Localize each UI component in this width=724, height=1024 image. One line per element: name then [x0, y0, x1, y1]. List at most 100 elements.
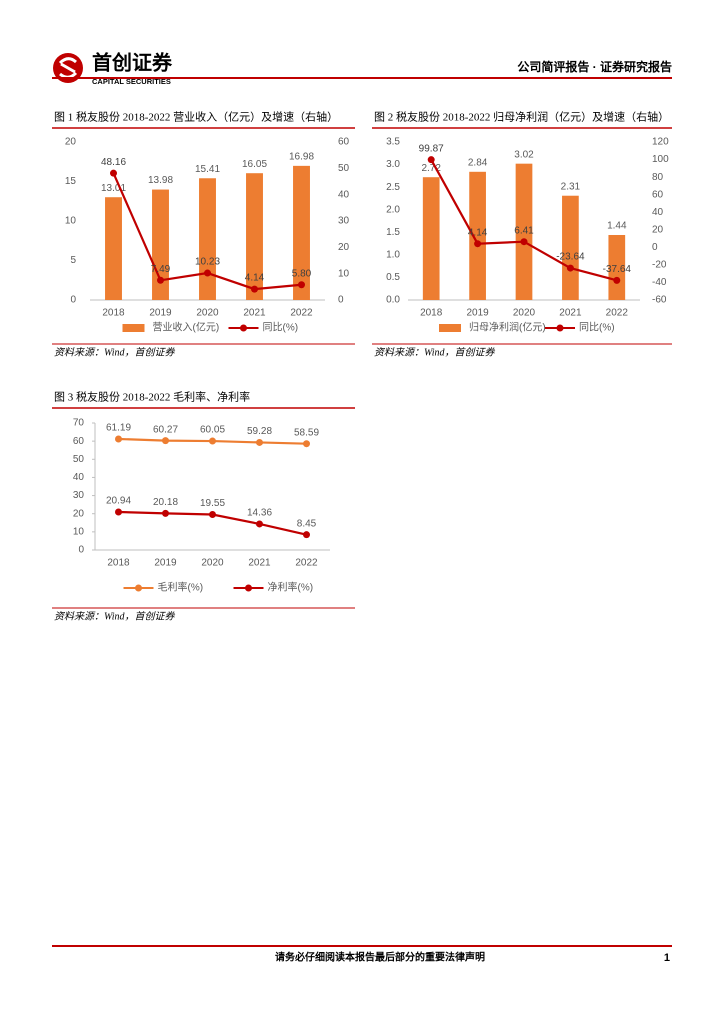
y-tick-label: 0.5	[386, 272, 400, 283]
y2-tick-label: 40	[338, 189, 350, 200]
line-value-label: 4.14	[468, 227, 488, 238]
bar-value-label: 13.98	[148, 175, 173, 186]
y2-tick-label: 10	[338, 268, 350, 279]
y2-tick-label: 0	[338, 295, 344, 306]
y2-tick-label: 50	[338, 163, 350, 174]
line-marker	[566, 264, 574, 272]
bar	[105, 197, 122, 300]
y-tick-label: 3.0	[386, 159, 400, 170]
y2-tick-label: 100	[652, 154, 669, 165]
bar	[562, 195, 579, 300]
x-tick-label: 2022	[295, 558, 318, 569]
legend-label: 净利率(%)	[268, 581, 314, 594]
line-marker	[162, 437, 169, 445]
page-number: 1	[664, 952, 670, 964]
legend-label: 毛利率(%)	[158, 581, 204, 594]
line-marker	[256, 438, 263, 446]
y-tick-label: 2.0	[386, 204, 400, 215]
y2-tick-label: 60	[652, 189, 664, 200]
y-tick-label: 50	[73, 454, 85, 465]
header-title: 公司简评报告 · 证券研究报告	[517, 59, 672, 74]
x-tick-label: 2022	[606, 308, 629, 319]
bar	[246, 173, 263, 300]
line-value-label: 20.18	[153, 497, 178, 508]
x-tick-label: 2020	[196, 308, 219, 319]
line-marker	[256, 520, 263, 528]
y-tick-label: 30	[73, 490, 85, 501]
y2-tick-label: 20	[338, 242, 350, 253]
line-marker	[298, 281, 305, 289]
y-tick-label: 40	[73, 472, 85, 483]
logo: 首创证券 CAPITAL SECURITIES	[53, 50, 173, 86]
bar	[422, 177, 440, 300]
figure-source: 资料来源：Wind，首创证券	[54, 346, 176, 358]
y-tick-label: 1.0	[386, 249, 400, 260]
bar-value-label: 13.01	[101, 183, 126, 194]
y2-tick-label: 120	[652, 137, 669, 148]
legend-swatch	[122, 324, 145, 332]
line-value-label: 60.05	[200, 425, 225, 436]
footer-notice: 请务必仔细阅读本报告最后部分的重要法律声明	[275, 951, 485, 964]
y2-tick-label: -40	[652, 277, 667, 288]
line-value-label: 14.36	[247, 508, 272, 519]
legend-label: 同比(%)	[263, 322, 299, 334]
x-tick-label: 2021	[559, 308, 582, 319]
logo-sub: CAPITAL SECURITIES	[92, 77, 171, 86]
y-tick-label: 0	[78, 545, 84, 556]
bar	[515, 163, 533, 300]
line-value-label: 19.55	[200, 498, 225, 509]
bar-value-label: 16.98	[289, 151, 314, 162]
y-tick-label: 20	[65, 137, 77, 148]
line-value-label: 60.27	[153, 424, 178, 435]
figure-caption: 图 1 税友股份 2018-2022 营业收入（亿元）及增速（右轴）	[54, 110, 338, 124]
line-value-label: 7.49	[151, 264, 171, 275]
y-tick-label: 60	[73, 436, 85, 447]
line-value-label: 58.59	[294, 427, 319, 438]
y2-tick-label: 30	[338, 216, 350, 227]
line-value-label: 20.94	[106, 496, 131, 507]
line-value-label: 48.16	[101, 157, 126, 168]
x-tick-label: 2021	[243, 308, 266, 319]
figure-caption: 图 2 税友股份 2018-2022 归母净利润（亿元）及增速（右轴）	[374, 110, 669, 124]
bar-value-label: 15.41	[195, 164, 220, 175]
line-value-label: 99.87	[419, 143, 444, 154]
legend-label: 营业收入(亿元)	[153, 321, 220, 334]
line-value-label: -23.64	[556, 252, 585, 263]
bar	[293, 165, 310, 300]
legend-marker	[245, 584, 252, 592]
y2-tick-label: 40	[652, 207, 664, 218]
line-marker	[303, 440, 310, 448]
line-value-label: 61.19	[106, 423, 131, 434]
y-tick-label: 20	[73, 508, 85, 519]
x-tick-label: 2021	[248, 558, 271, 569]
legend-label: 归母净利润(亿元)	[469, 321, 546, 334]
y-tick-label: 1.5	[386, 227, 400, 238]
line-marker	[474, 240, 482, 248]
bar-value-label: 1.44	[607, 221, 627, 232]
y-tick-label: 15	[65, 176, 77, 187]
x-tick-label: 2020	[513, 308, 536, 319]
line-value-label: 8.45	[297, 518, 317, 529]
bar	[199, 178, 216, 300]
y-tick-label: 0.0	[386, 295, 400, 306]
x-tick-label: 2019	[149, 308, 172, 319]
y2-tick-label: -60	[652, 295, 667, 306]
line-value-label: 5.80	[292, 268, 312, 279]
y-tick-label: 0	[70, 295, 76, 306]
line-value-label: -37.64	[603, 264, 632, 275]
y2-tick-label: -20	[652, 260, 667, 271]
bar	[608, 234, 626, 300]
line-marker	[613, 276, 621, 284]
y2-tick-label: 0	[652, 242, 658, 253]
y2-tick-label: 20	[652, 224, 664, 235]
legend-label: 同比(%)	[579, 322, 615, 334]
bar-value-label: 2.72	[421, 163, 441, 174]
figure-source: 资料来源：Wind，首创证券	[54, 610, 176, 622]
bar	[469, 171, 486, 300]
x-tick-label: 2022	[290, 308, 313, 319]
line-marker	[110, 169, 117, 177]
legend-marker	[556, 324, 564, 332]
bar-value-label: 2.31	[561, 181, 581, 192]
line-marker	[115, 435, 122, 443]
